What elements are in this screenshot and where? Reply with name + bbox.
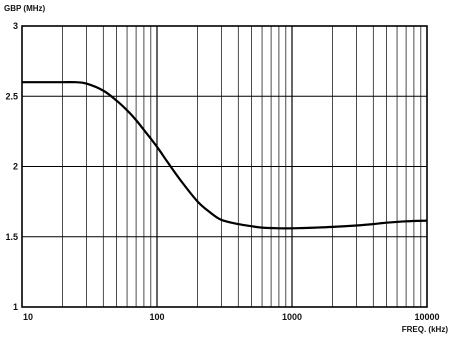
series-line-gbp: [21, 80, 428, 230]
y-tick-label: 1: [13, 302, 18, 312]
y-tick-label: 3: [13, 21, 18, 31]
x-tick-label: 10: [23, 312, 33, 322]
x-tick-label: 1000: [282, 312, 302, 322]
y-tick-label: 1.5: [5, 232, 18, 242]
plot-frame: [21, 25, 428, 308]
x-axis-label: FREQ. (kHz): [402, 325, 449, 334]
y-tick-labels: 1 1.5 2 2.5 3: [5, 21, 18, 312]
x-tick-label: 10000: [414, 312, 439, 322]
y-axis-label: GBP (MHz): [4, 4, 46, 13]
y-tick-label: 2: [13, 162, 18, 172]
x-tick-label: 100: [149, 312, 164, 322]
y-tick-label: 2.5: [5, 91, 18, 101]
x-tick-labels: 10 100 1000 10000: [23, 312, 440, 322]
grid: [22, 26, 427, 307]
